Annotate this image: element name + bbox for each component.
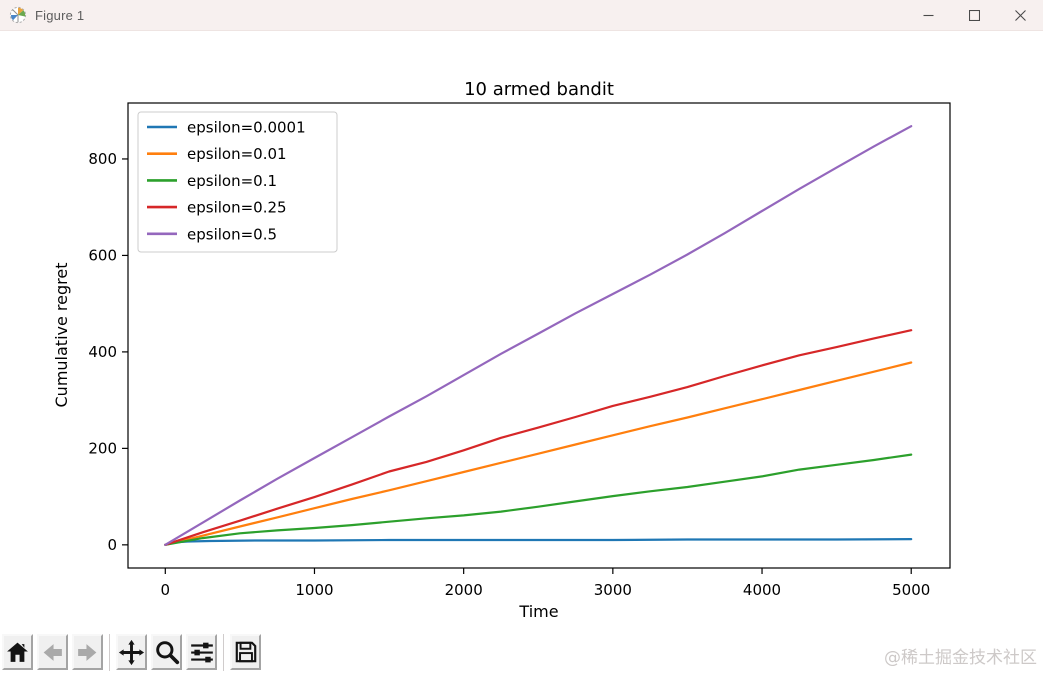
minimize-button[interactable] (905, 0, 951, 31)
legend-label: epsilon=0.25 (187, 199, 287, 217)
configure-subplots-icon (190, 642, 213, 663)
forward-icon (78, 643, 97, 661)
x-tick-label: 1000 (295, 581, 333, 599)
x-axis-label: Time (518, 602, 558, 621)
toolbar-configure-subplots-button[interactable] (186, 634, 217, 670)
axes-frame (127, 102, 951, 569)
save-icon (235, 641, 256, 663)
toolbar-separator (109, 634, 110, 671)
y-tick-label: 0 (107, 536, 117, 554)
series-line-epsilon=0.25 (164, 329, 913, 546)
window-title: Figure 1 (35, 7, 85, 23)
series-line-epsilon=0.1 (164, 453, 913, 546)
x-tick-label: 3000 (594, 581, 632, 599)
y-tick-label: 600 (88, 246, 117, 264)
navigation-toolbar (0, 632, 1043, 674)
legend-label: epsilon=0.1 (187, 172, 277, 190)
back-icon (43, 643, 62, 661)
x-tick-label: 5000 (892, 581, 930, 599)
toolbar-zoom-button[interactable] (151, 634, 182, 670)
pan-icon (118, 639, 145, 665)
legend-box (137, 111, 338, 253)
y-axis-label: Cumulative regret (52, 263, 71, 408)
y-tick-label: 800 (88, 150, 117, 168)
x-tick-label: 0 (161, 581, 171, 599)
toolbar-separator (223, 634, 224, 671)
legend-label: epsilon=0.0001 (187, 119, 306, 137)
close-button[interactable] (997, 0, 1043, 31)
legend-label: epsilon=0.01 (187, 145, 287, 163)
toolbar-pan-button[interactable] (116, 634, 147, 670)
figure-canvas: 10 armed bandit Time Cumulative regret 0… (0, 31, 1043, 632)
maximize-button[interactable] (951, 0, 997, 31)
toolbar-forward-button[interactable] (72, 634, 103, 670)
matplotlib-logo-icon (9, 6, 27, 24)
zoom-icon (155, 641, 179, 665)
y-tick-label: 400 (88, 343, 117, 361)
x-tick-label: 4000 (743, 581, 781, 599)
x-tick-label: 2000 (445, 581, 483, 599)
toolbar-save-button[interactable] (230, 634, 261, 670)
series-line-epsilon=0.01 (164, 361, 913, 546)
series-line-epsilon=0.0001 (164, 538, 913, 546)
y-tick-label: 200 (88, 439, 117, 457)
legend-label: epsilon=0.5 (187, 225, 277, 243)
toolbar-home-button[interactable] (2, 634, 33, 670)
series-line-epsilon=0.5 (164, 125, 913, 546)
toolbar-back-button[interactable] (37, 634, 68, 670)
home-icon (7, 642, 28, 662)
chart-title: 10 armed bandit (464, 79, 614, 100)
titlebar: Figure 1 (0, 0, 1043, 31)
